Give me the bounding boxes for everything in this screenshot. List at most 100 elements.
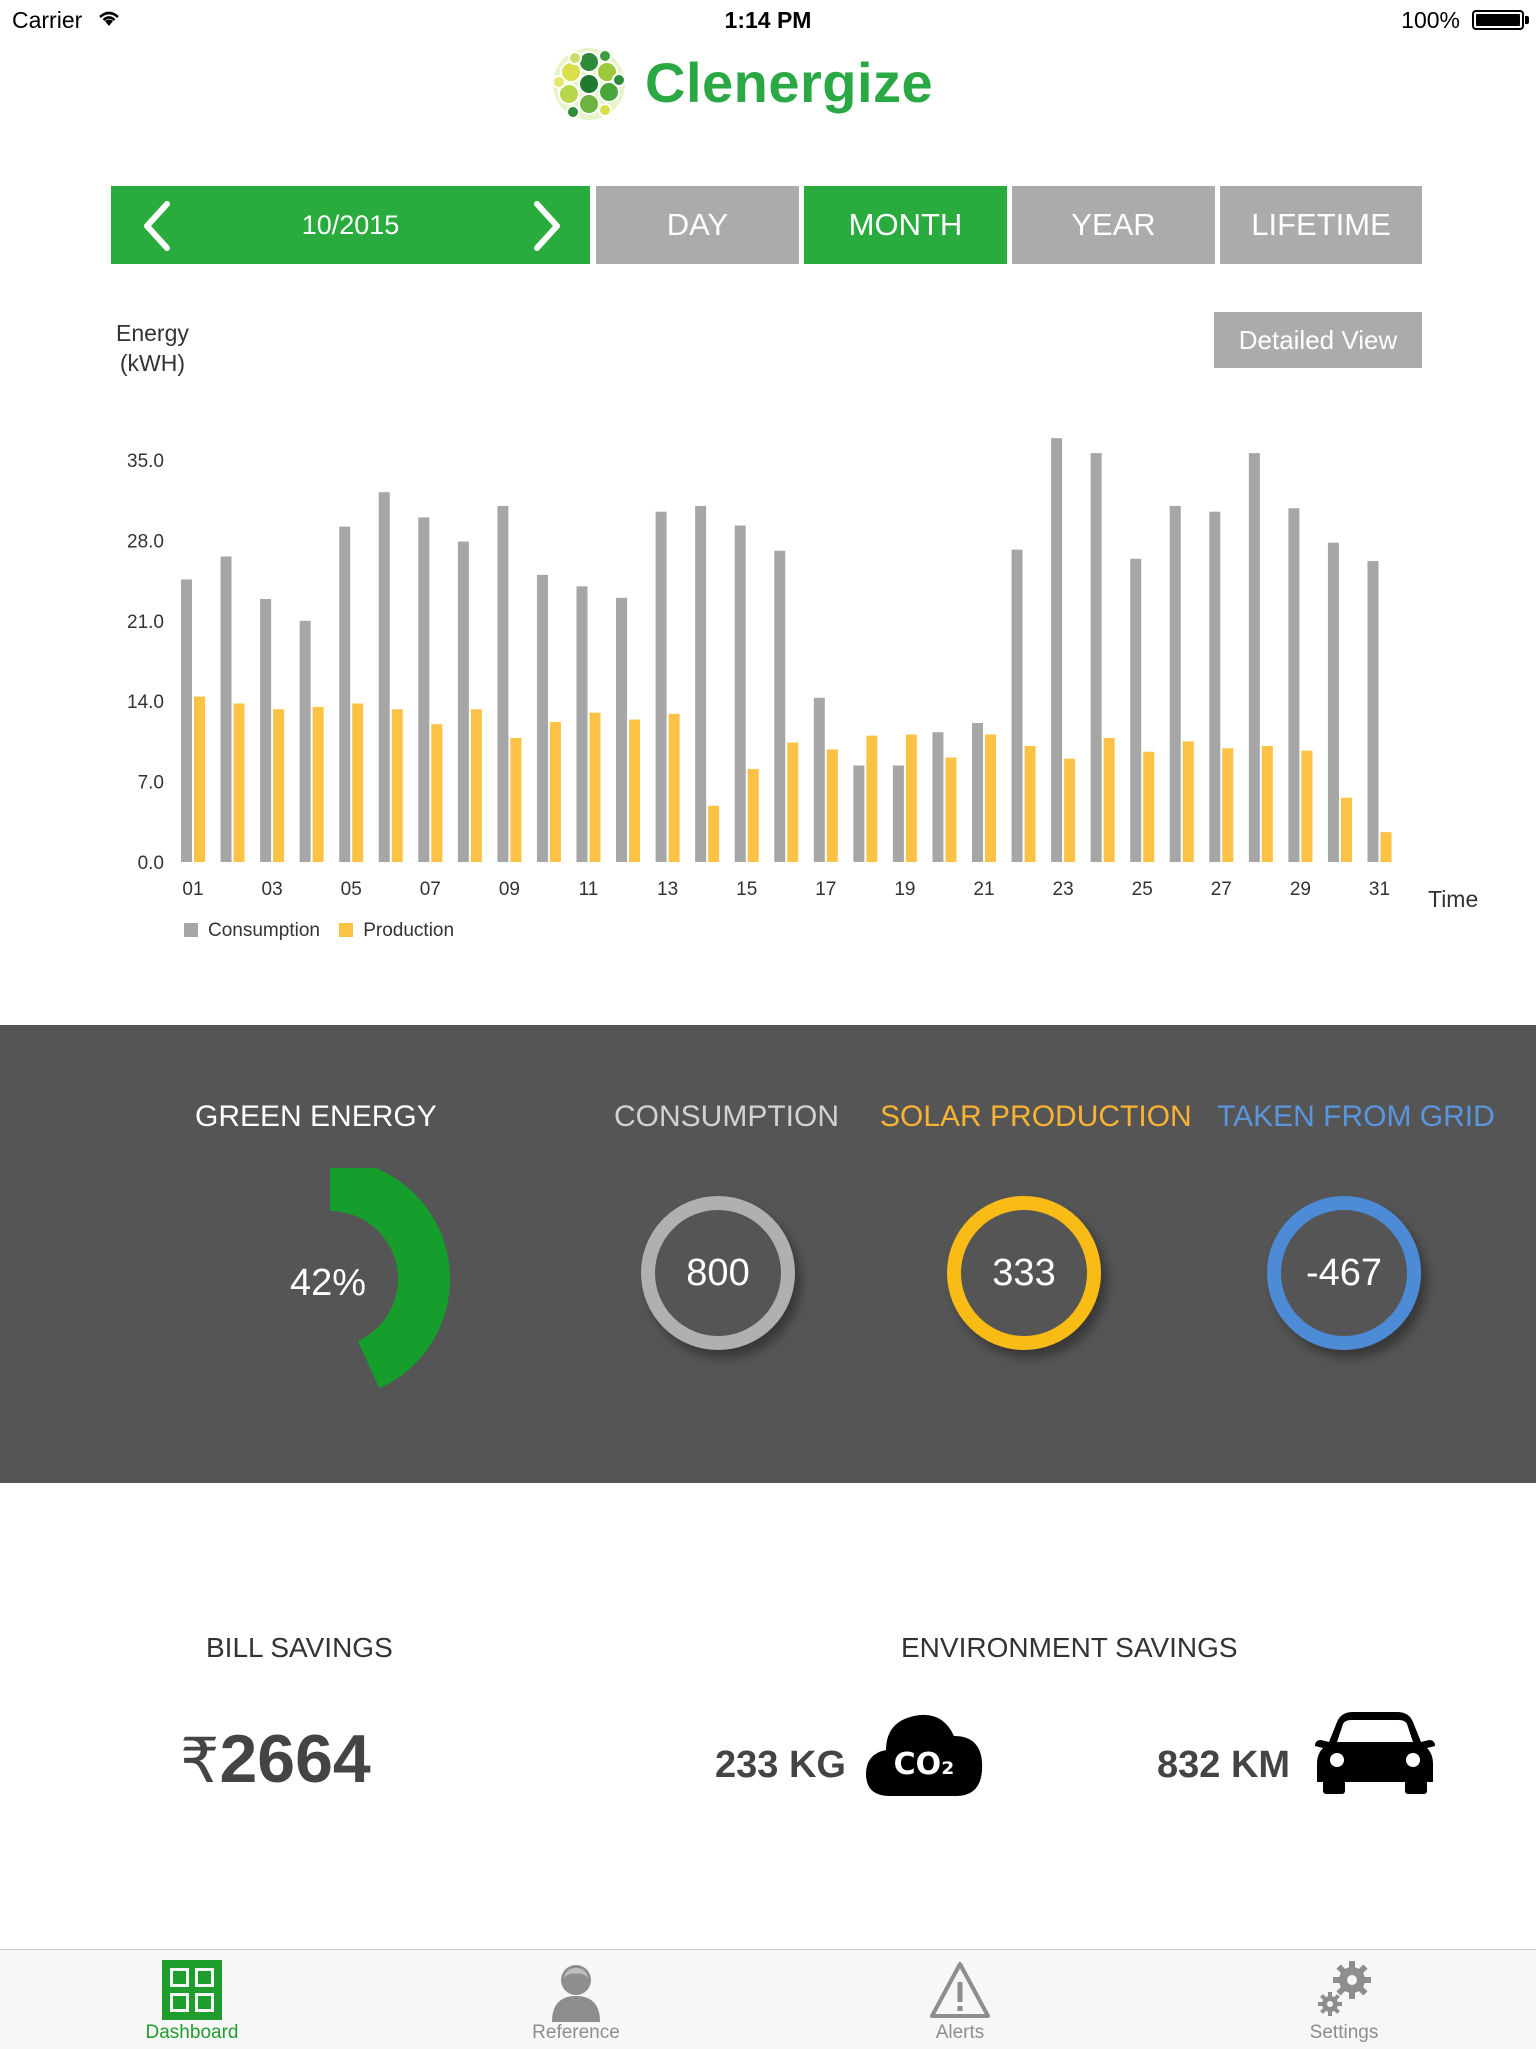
x-tick-label: 25 [1132, 879, 1153, 900]
production-bar [233, 703, 245, 862]
previous-period-arrow-icon[interactable] [135, 200, 181, 252]
gears-icon [1318, 1961, 1371, 2016]
x-tick-label: 03 [262, 879, 283, 900]
legend-production: Production [339, 920, 454, 942]
tab-dashboard-label: Dashboard [145, 2022, 239, 2043]
co2-cloud-icon: CO₂ [866, 1714, 983, 1796]
production-bar [787, 742, 799, 862]
bottom-tab-bar: Dashboard Reference Alerts [0, 1949, 1536, 2049]
bill-savings-value: 2664 [219, 1721, 371, 1797]
person-icon [552, 1965, 600, 2022]
bill-savings-amount: ₹2664 [180, 1720, 371, 1798]
x-tick-label: 19 [894, 879, 915, 900]
production-bar [1182, 741, 1194, 862]
next-period-arrow-icon[interactable] [523, 200, 569, 252]
car-icon [1315, 1712, 1435, 1794]
production-bar [905, 734, 917, 862]
production-bar [1301, 750, 1313, 862]
consumption-bar [418, 517, 430, 862]
green-energy-arc [330, 1168, 450, 1389]
consumption-bar [181, 579, 192, 862]
tab-reference-label: Reference [532, 2022, 620, 2043]
production-bar [312, 706, 324, 862]
consumption-bar [1130, 558, 1142, 862]
production-bar [1024, 745, 1036, 862]
consumption-bar [1051, 438, 1063, 862]
co2-badge-text: CO₂ [894, 1747, 955, 1782]
production-bar [945, 757, 957, 862]
x-tick-label: 27 [1211, 879, 1232, 900]
x-tick-label: 07 [420, 879, 441, 900]
consumption-bar [655, 511, 667, 862]
energy-bar-chart: 0.0 7.0 14.0 21.0 28.0 35.0 01 03 05 07 09 11 13 15 17… [127, 438, 1392, 900]
consumption-value: 800 [686, 1252, 750, 1294]
green-energy-percent: 42% [290, 1262, 367, 1304]
consumption-title: CONSUMPTION [614, 1100, 839, 1133]
app-logo: Clenergize [545, 40, 945, 130]
tab-alerts-label: Alerts [935, 2022, 985, 2043]
consumption-bar [1248, 453, 1260, 862]
co2-saved-value: 233 KG [715, 1744, 846, 1786]
detailed-view-button[interactable]: Detailed View [1214, 312, 1422, 368]
production-bar [549, 721, 561, 862]
x-tick-label: 21 [973, 879, 994, 900]
x-tick-label: 01 [182, 879, 203, 900]
production-bar [1222, 748, 1234, 862]
consumption-bar [457, 541, 469, 862]
wifi-icon [99, 11, 119, 26]
y-tick-label: 21.0 [127, 612, 164, 633]
y-tick-label: 14.0 [127, 692, 164, 713]
solar-production-value: 333 [992, 1252, 1056, 1294]
tab-settings[interactable]: Settings [1152, 1950, 1536, 2049]
tab-dashboard[interactable]: Dashboard [0, 1950, 384, 2049]
current-period-label: 10/2015 [301, 210, 400, 240]
production-bar [866, 735, 878, 862]
production-bar [352, 703, 364, 862]
consumption-ring: 800 [641, 1196, 795, 1350]
consumption-bar [1011, 549, 1023, 862]
consumption-bar [1288, 508, 1300, 862]
y-tick-label: 28.0 [127, 531, 164, 552]
consumption-bar [1327, 542, 1339, 862]
y-tick-label: 0.0 [138, 853, 164, 874]
production-bar [668, 713, 680, 862]
x-tick-label: 17 [815, 879, 836, 900]
production-bar [470, 709, 482, 862]
tab-day[interactable]: DAY [596, 186, 799, 264]
consumption-bar [892, 765, 904, 862]
x-tick-label: 29 [1290, 879, 1311, 900]
production-bar [1340, 797, 1352, 862]
production-bar [708, 805, 720, 862]
battery-icon [1472, 10, 1524, 30]
production-bar [1261, 745, 1273, 862]
solar-production-ring: 333 [947, 1196, 1101, 1350]
tab-alerts[interactable]: Alerts [768, 1950, 1152, 2049]
consumption-bar [536, 574, 548, 862]
consumption-bar [576, 586, 588, 862]
consumption-bar [813, 697, 825, 862]
consumption-bar [932, 732, 944, 862]
tab-settings-label: Settings [1309, 2022, 1379, 2043]
production-bar [194, 696, 205, 862]
consumption-bar [1090, 453, 1102, 862]
environment-savings-title: ENVIRONMENT SAVINGS [901, 1632, 1238, 1663]
tab-lifetime[interactable]: LIFETIME [1220, 186, 1422, 264]
consumption-bar [1367, 561, 1379, 862]
production-bar [589, 712, 601, 862]
consumption-bar [1169, 505, 1181, 862]
grid-value: -467 [1305, 1252, 1383, 1294]
production-bar [1064, 758, 1076, 862]
app-name: Clenergize [645, 51, 934, 114]
tab-year[interactable]: YEAR [1012, 186, 1215, 264]
taken-from-grid-title: TAKEN FROM GRID [1217, 1100, 1495, 1133]
green-energy-title: GREEN ENERGY [195, 1100, 437, 1133]
warning-icon [930, 1962, 990, 2018]
tab-month[interactable]: MONTH [804, 186, 1007, 264]
consumption-bar [220, 556, 232, 862]
clenergize-globe-icon [552, 48, 626, 120]
production-bar [747, 768, 759, 862]
solar-production-title: SOLAR PRODUCTION [880, 1100, 1192, 1133]
consumption-bar [299, 620, 311, 862]
tab-reference[interactable]: Reference [384, 1950, 768, 2049]
legend-consumption: Consumption [184, 920, 320, 942]
